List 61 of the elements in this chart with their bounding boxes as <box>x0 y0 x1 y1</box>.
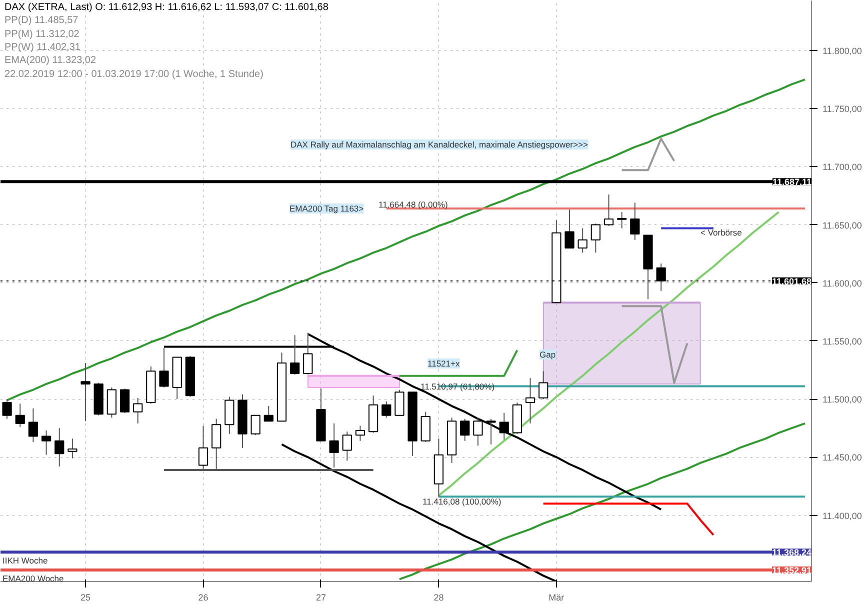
candlestick <box>28 408 38 443</box>
ref-line-label: 11.368,24 <box>772 548 812 558</box>
candlestick <box>120 388 130 414</box>
candlestick <box>2 398 12 420</box>
annotation: < Vorbörse <box>700 228 742 238</box>
ref-line-label: 11.352,91 <box>772 565 812 576</box>
y-tick-label: 11.700,00 <box>822 162 862 172</box>
candlestick <box>630 202 640 240</box>
candlestick <box>355 425 366 442</box>
annotation: 11.664,48 (0,00%) <box>378 200 448 210</box>
candlestick <box>264 406 274 422</box>
annotation: EMA200 Tag 1163> <box>290 204 364 214</box>
annotation: PP(M) 11.312,02 <box>4 29 80 40</box>
candlestick <box>382 400 392 418</box>
candlestick <box>250 414 260 436</box>
candlestick <box>133 397 143 424</box>
annotation: EMA200 Woche <box>2 574 64 584</box>
annotation: 22.02.2019 12:00 - 01.03.2019 17:00 (1 Woche, 1 Stunde) <box>4 69 264 80</box>
candlestick <box>342 431 352 462</box>
chart-title: DAX (XETRA, Last) O: 11.612,93 H: 11.616,62 L: 11.593,07 C: 11.601,68 <box>4 2 329 13</box>
candlestick <box>80 362 90 422</box>
candlestick <box>525 378 536 424</box>
candlestick <box>590 223 600 254</box>
y-tick-label: 11.450,00 <box>822 452 862 463</box>
annotation: PP(D) 11.485,57 <box>4 15 79 26</box>
y-tick-label: 11.600,00 <box>822 278 862 288</box>
y-tick-label: 11.500,00 <box>822 394 862 405</box>
ref-line-label: 11.601,68 <box>772 276 812 286</box>
annotation: 11.510,97 (61,80%) <box>420 382 495 392</box>
candlestick <box>460 418 470 442</box>
candlestick <box>617 211 627 229</box>
candlestick <box>54 428 64 467</box>
candlestick <box>564 209 574 249</box>
y-tick-label: 11.550,00 <box>822 336 862 346</box>
y-tick-label: 11.800,00 <box>822 46 862 56</box>
candlestick <box>473 417 483 446</box>
y-tick-label: 11.750,00 <box>822 104 862 114</box>
candlestick <box>578 228 588 254</box>
y-tick-label: 11.650,00 <box>822 220 862 230</box>
candlestick <box>499 412 509 440</box>
x-tick-label: Mär <box>548 592 564 602</box>
candlestick <box>486 418 496 445</box>
annotation: 11521+x <box>428 358 460 368</box>
ref-line-label: 11.687,11 <box>772 177 812 188</box>
candlestick <box>15 403 25 428</box>
candlestick <box>604 194 614 226</box>
annotation: PP(W) 11.402,31 <box>4 42 81 53</box>
candlestick <box>68 438 78 459</box>
annotation: DAX Rally auf Maximalanschlag am Kanaldeckel, maximale Anstiegspower>>> <box>290 140 588 150</box>
x-tick-label: 28 <box>434 592 444 602</box>
x-tick-label: 27 <box>316 592 326 602</box>
annotation: 11.416,08 (100,00%) <box>422 496 502 506</box>
candlestick <box>394 389 404 416</box>
y-tick-label: 11.400,00 <box>822 510 862 521</box>
annotation: IIKH Woche <box>2 556 48 566</box>
x-tick-label: 26 <box>198 592 208 602</box>
annotation: EMA(200) 11.323,02 <box>4 55 96 66</box>
annotation: Gap <box>540 350 556 360</box>
candlestick <box>41 430 52 456</box>
x-tick-label: 25 <box>80 592 91 602</box>
candlestick <box>538 370 548 400</box>
